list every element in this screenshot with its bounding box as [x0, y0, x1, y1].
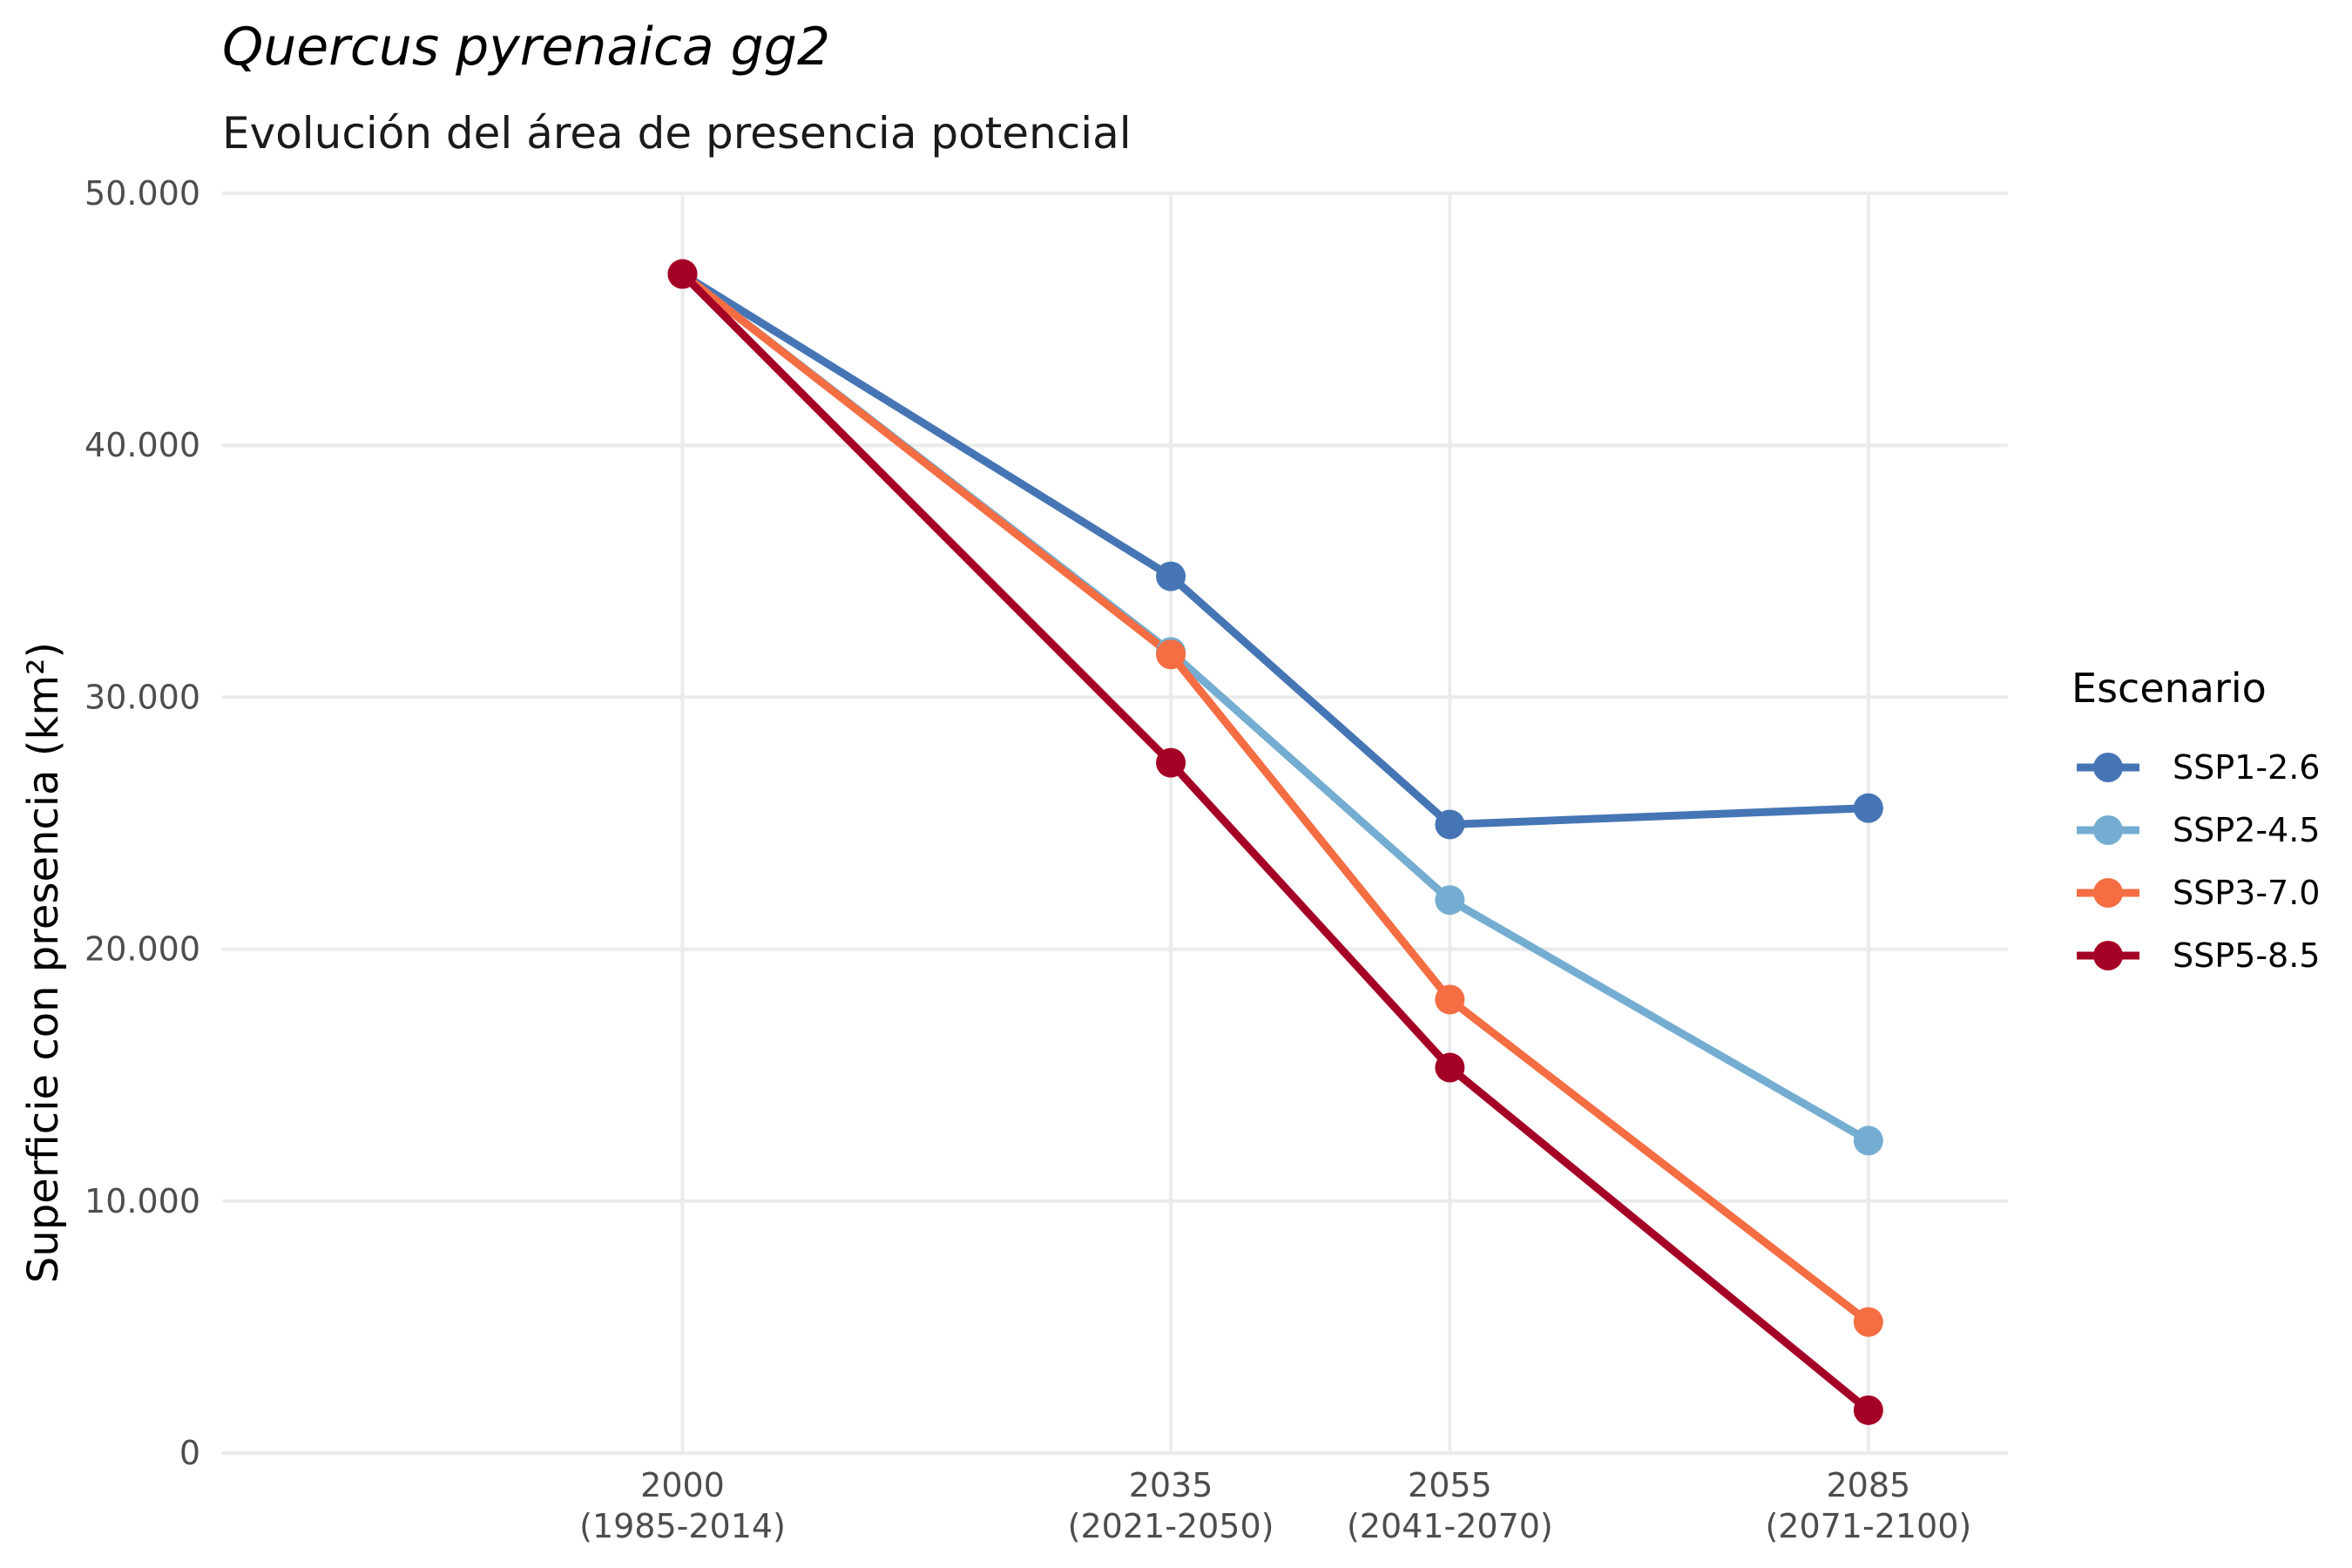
data-point: [667, 259, 698, 289]
x-tick-period: (2071-2100): [1765, 1507, 1971, 1545]
legend-label: SSP5-8.5: [2173, 936, 2320, 975]
legend-title: Escenario: [2072, 665, 2267, 712]
data-point: [1853, 1125, 1883, 1156]
y-tick-label: 0: [179, 1434, 200, 1472]
x-tick-year: 2000: [640, 1466, 725, 1504]
legend-label: SSP1-2.6: [2173, 748, 2320, 787]
data-point: [1435, 1052, 1465, 1083]
data-point: [1853, 793, 1883, 823]
legend-key-point: [2093, 941, 2123, 970]
y-tick-label: 40.000: [84, 426, 200, 464]
legend-key-point: [2093, 878, 2123, 908]
legend: Escenario SSP1-2.6 SSP2-4.5 SSP3-7.0 SSP5-8…: [2072, 665, 2320, 975]
x-tick-period: (1985-2014): [579, 1507, 786, 1545]
data-point: [1435, 984, 1465, 1015]
y-tick-label: 10.000: [84, 1182, 200, 1220]
series-line: [679, 270, 1873, 1415]
x-axis-ticks: 2000(1985-2014) 2035(2021-2050) 2055(2041-…: [579, 1466, 1971, 1545]
chart-title: Quercus pyrenaica gg2: [222, 17, 830, 78]
x-tick-year: 2035: [1129, 1466, 1213, 1504]
data-point: [1435, 885, 1465, 916]
legend-label: SSP3-7.0: [2173, 874, 2320, 912]
x-tick-period: (2041-2070): [1347, 1507, 1553, 1545]
x-tick-period: (2021-2050): [1068, 1507, 1274, 1545]
data-point: [1853, 1307, 1883, 1337]
series-line: [679, 270, 1873, 1145]
grid-lines: [222, 192, 2008, 1455]
legend-key-point: [2093, 753, 2123, 782]
y-tick-label: 30.000: [84, 678, 200, 716]
y-axis-title: Superficie con presencia (km²): [19, 642, 68, 1283]
y-tick-label: 50.000: [84, 174, 200, 213]
x-tick-year: 2085: [1826, 1466, 1910, 1504]
series-group: [667, 259, 1883, 1425]
y-axis-ticks: 0 10.000 20.000 30.000 40.000 50.000: [84, 174, 200, 1472]
y-tick-label: 20.000: [84, 930, 200, 969]
legend-key-point: [2093, 815, 2123, 845]
data-point: [1156, 639, 1186, 670]
data-point: [1156, 561, 1186, 591]
x-tick-year: 2055: [1408, 1466, 1492, 1504]
data-point: [1156, 747, 1186, 778]
series-line: [679, 270, 1873, 1327]
data-point: [1435, 809, 1465, 840]
data-point: [1853, 1395, 1883, 1425]
series-line: [679, 270, 1873, 828]
legend-label: SSP2-4.5: [2173, 811, 2320, 849]
chart-subtitle: Evolución del área de presencia potencia…: [222, 108, 1132, 159]
